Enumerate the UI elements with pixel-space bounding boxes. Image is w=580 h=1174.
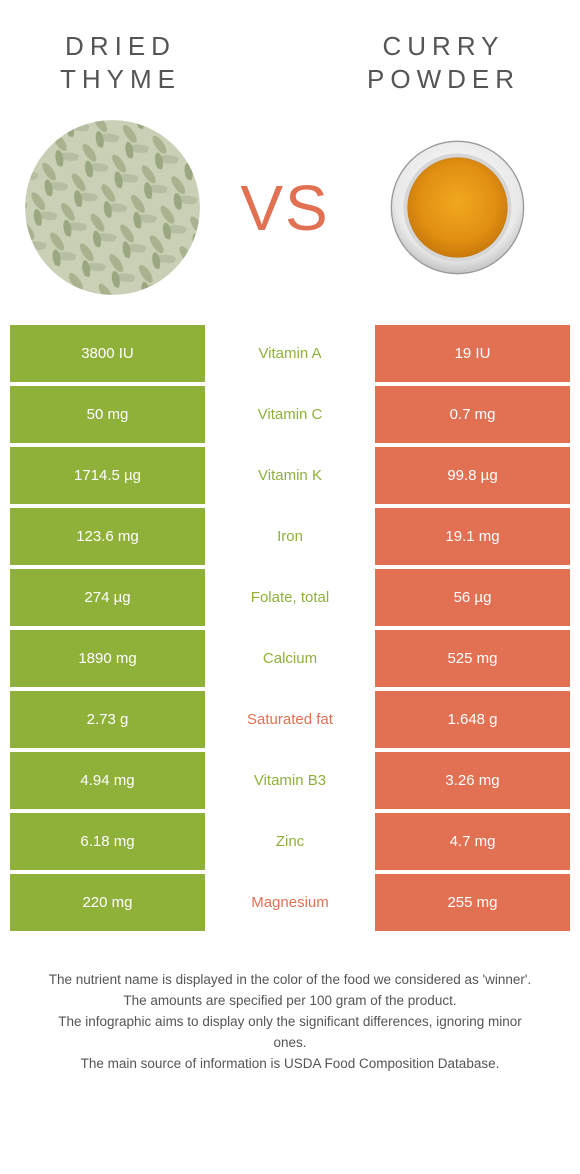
nutrient-name: Iron (205, 508, 375, 565)
nutrient-table: 3800 IUVitamin A19 IU50 mgVitamin C0.7 m… (0, 325, 580, 931)
right-value: 0.7 mg (375, 386, 570, 443)
footnote-line: The amounts are specified per 100 gram o… (40, 991, 540, 1012)
right-value: 255 mg (375, 874, 570, 931)
left-value: 2.73 g (10, 691, 205, 748)
footnotes: The nutrient name is displayed in the co… (0, 935, 580, 1075)
footnote-line: The nutrient name is displayed in the co… (40, 970, 540, 991)
curry-image-holder (370, 140, 545, 275)
header-row: DRIED THYME CURRY POWDER (0, 0, 580, 105)
table-row: 3800 IUVitamin A19 IU (10, 325, 570, 382)
table-row: 123.6 mgIron19.1 mg (10, 508, 570, 565)
nutrient-name: Vitamin C (205, 386, 375, 443)
nutrient-name: Calcium (205, 630, 375, 687)
footnote-line: The infographic aims to display only the… (40, 1012, 540, 1054)
nutrient-name: Magnesium (205, 874, 375, 931)
right-value: 99.8 µg (375, 447, 570, 504)
table-row: 2.73 gSaturated fat1.648 g (10, 691, 570, 748)
vs-label: VS (240, 171, 329, 245)
table-row: 1714.5 µgVitamin K99.8 µg (10, 447, 570, 504)
nutrient-name: Vitamin K (205, 447, 375, 504)
right-value: 19.1 mg (375, 508, 570, 565)
right-value: 525 mg (375, 630, 570, 687)
table-row: 6.18 mgZinc4.7 mg (10, 813, 570, 870)
nutrient-name: Zinc (205, 813, 375, 870)
dried-thyme-image (25, 120, 200, 295)
table-row: 50 mgVitamin C0.7 mg (10, 386, 570, 443)
left-value: 50 mg (10, 386, 205, 443)
table-row: 4.94 mgVitamin B33.26 mg (10, 752, 570, 809)
nutrient-name: Vitamin B3 (205, 752, 375, 809)
nutrient-name: Folate, total (205, 569, 375, 626)
left-value: 3800 IU (10, 325, 205, 382)
images-row: VS (0, 105, 580, 325)
left-food-title: DRIED THYME (60, 30, 181, 95)
table-row: 1890 mgCalcium525 mg (10, 630, 570, 687)
footnote-line: The main source of information is USDA F… (40, 1054, 540, 1075)
right-value: 19 IU (375, 325, 570, 382)
nutrient-name: Vitamin A (205, 325, 375, 382)
table-row: 274 µgFolate, total56 µg (10, 569, 570, 626)
left-value: 4.94 mg (10, 752, 205, 809)
left-value: 123.6 mg (10, 508, 205, 565)
right-value: 56 µg (375, 569, 570, 626)
right-value: 1.648 g (375, 691, 570, 748)
left-value: 6.18 mg (10, 813, 205, 870)
right-value: 3.26 mg (375, 752, 570, 809)
table-row: 220 mgMagnesium255 mg (10, 874, 570, 931)
right-food-title: CURRY POWDER (367, 30, 520, 95)
left-value: 274 µg (10, 569, 205, 626)
curry-powder-image (390, 140, 525, 275)
left-value: 1890 mg (10, 630, 205, 687)
left-value: 220 mg (10, 874, 205, 931)
nutrient-name: Saturated fat (205, 691, 375, 748)
right-value: 4.7 mg (375, 813, 570, 870)
left-value: 1714.5 µg (10, 447, 205, 504)
